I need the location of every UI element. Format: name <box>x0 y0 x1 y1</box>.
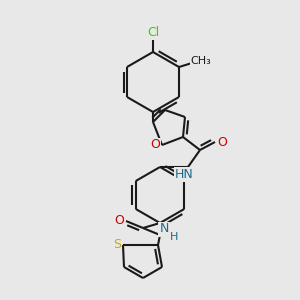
Text: HN: HN <box>175 167 194 181</box>
Text: O: O <box>114 214 124 227</box>
Text: O: O <box>217 136 227 148</box>
Text: Cl: Cl <box>147 26 159 38</box>
Text: S: S <box>113 238 121 251</box>
Text: H: H <box>170 232 178 242</box>
Text: N: N <box>159 223 169 236</box>
Text: O: O <box>150 139 160 152</box>
Text: CH₃: CH₃ <box>190 56 212 66</box>
